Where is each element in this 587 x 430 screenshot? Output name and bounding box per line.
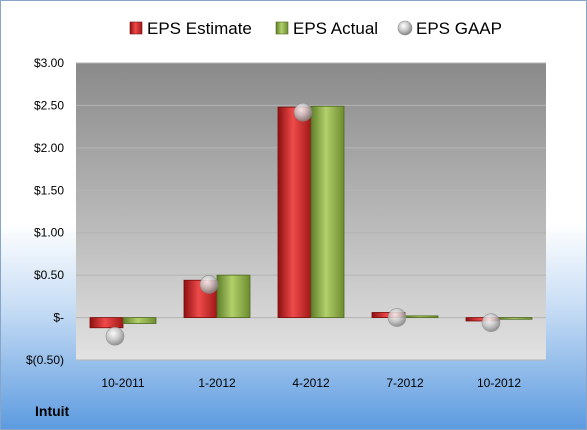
legend-eps-estimate: EPS Estimate xyxy=(129,19,252,38)
legend: EPS Estimate EPS Actual EPS GAAP xyxy=(129,19,502,38)
x-tick-label: 10-2012 xyxy=(477,376,521,390)
eps-gaap-marker xyxy=(387,308,407,327)
company-label: Intuit xyxy=(35,403,70,419)
y-tick-label: $1.50 xyxy=(34,183,64,197)
eps-actual-bar xyxy=(404,315,439,318)
y-tick-label: $2.00 xyxy=(34,141,64,155)
legend-label: EPS Actual xyxy=(293,19,378,38)
x-axis-ticks: 10-2011 1-2012 4-2012 7-2012 10-2012 xyxy=(101,376,521,390)
legend-swatch xyxy=(275,21,289,35)
y-tick-label: $- xyxy=(53,311,64,325)
eps-actual-bar xyxy=(310,105,345,318)
x-tick-label: 4-2012 xyxy=(292,376,330,390)
y-tick-label: $2.50 xyxy=(34,98,64,112)
y-axis-ticks: $3.00 $2.50 $2.00 $1.50 $1.00 $0.50 $- $(0.50) xyxy=(26,56,64,367)
eps-actual-bar xyxy=(122,317,157,324)
legend-eps-actual: EPS Actual xyxy=(275,19,378,38)
eps-estimate-bar xyxy=(277,106,312,318)
legend-label: EPS Estimate xyxy=(147,19,252,38)
x-tick-label: 10-2011 xyxy=(101,376,144,390)
eps-actual-bar xyxy=(216,274,251,318)
legend-eps-gaap: EPS GAAP xyxy=(397,19,502,38)
y-tick-label: $1.00 xyxy=(34,226,64,240)
eps-gaap-marker xyxy=(293,102,313,122)
y-tick-label: $3.00 xyxy=(34,56,64,70)
eps-estimate-bar xyxy=(89,317,124,329)
legend-swatch xyxy=(397,20,413,36)
legend-swatch xyxy=(129,21,143,35)
legend-label: EPS GAAP xyxy=(416,19,502,38)
y-tick-label: $(0.50) xyxy=(26,353,64,367)
bars xyxy=(89,105,533,329)
eps-gaap-marker xyxy=(105,326,125,346)
eps-gaap-marker xyxy=(199,275,219,294)
eps-actual-bar xyxy=(498,317,533,320)
x-tick-label: 1-2012 xyxy=(198,376,236,390)
eps-gaap-marker xyxy=(481,313,501,332)
x-tick-label: 7-2012 xyxy=(386,376,424,390)
gaap-markers xyxy=(105,102,501,346)
y-tick-label: $0.50 xyxy=(34,268,64,282)
